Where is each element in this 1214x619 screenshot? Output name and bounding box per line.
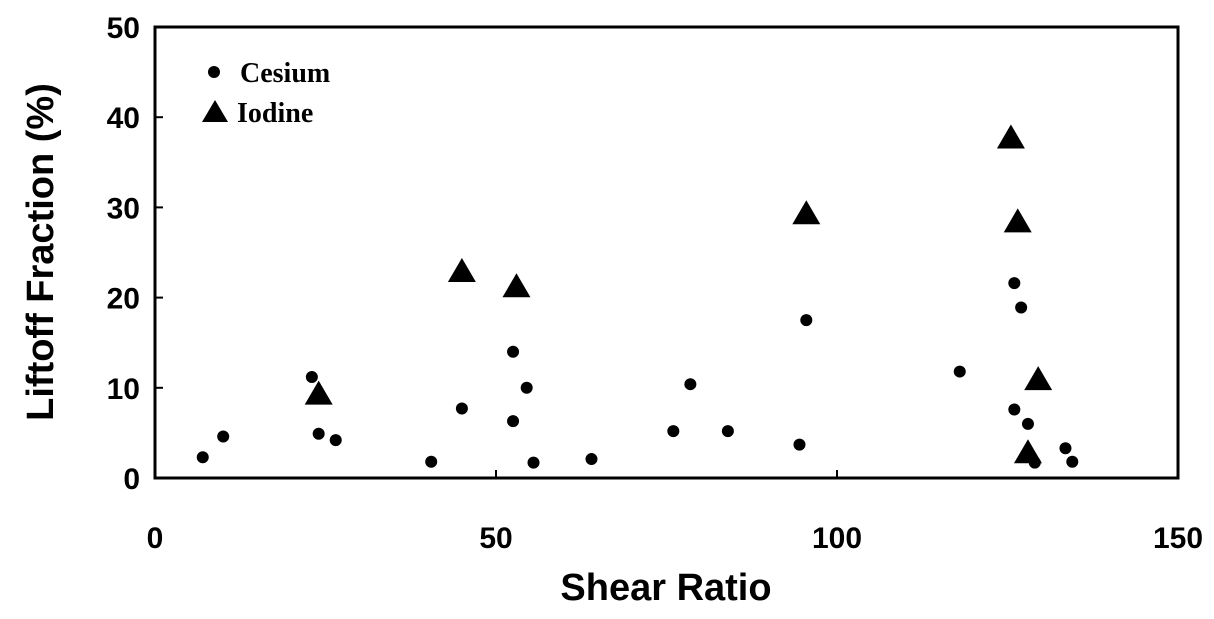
point-cesium (684, 378, 697, 391)
point-cesium (455, 402, 468, 415)
y-tick-label: 0 (123, 463, 140, 496)
point-iodine (304, 380, 333, 405)
legend-label-iodine: Iodine (237, 98, 313, 129)
point-cesium (527, 456, 540, 469)
y-tick-label: 20 (107, 283, 140, 316)
legend-label-cesium: Cesium (240, 58, 330, 89)
point-cesium (1059, 442, 1072, 455)
x-tick-label: 50 (479, 522, 512, 555)
point-cesium (1008, 277, 1021, 290)
data-points (196, 124, 1079, 469)
point-cesium (1008, 403, 1021, 416)
x-tick-label: 0 (147, 522, 164, 555)
plot-frame (153, 25, 1180, 480)
point-iodine (1024, 366, 1053, 391)
point-cesium (425, 455, 438, 468)
legend: Cesium Iodine (202, 58, 330, 129)
point-cesium (329, 434, 342, 447)
axis-ticks: 0 50 100 150 0 10 20 30 40 50 (107, 12, 1203, 555)
legend-marker-iodine (202, 100, 228, 122)
point-iodine (996, 124, 1025, 149)
point-cesium (305, 370, 318, 383)
point-cesium (507, 345, 520, 358)
y-axis-title: Liftoff Fraction (%) (20, 83, 62, 421)
point-cesium (1015, 301, 1028, 314)
point-cesium (196, 451, 209, 464)
point-cesium (667, 425, 680, 438)
y-tick-label: 10 (107, 373, 140, 406)
point-cesium (520, 381, 533, 394)
x-axis-title: Shear Ratio (560, 567, 771, 609)
x-tick-label: 150 (1153, 522, 1203, 555)
point-iodine (1003, 208, 1032, 233)
point-iodine (447, 257, 476, 282)
point-cesium (793, 438, 806, 451)
x-tick-label: 100 (812, 522, 862, 555)
legend-marker-cesium (208, 66, 220, 78)
point-cesium (1021, 417, 1034, 430)
point-cesium (312, 427, 325, 440)
point-cesium (721, 425, 734, 438)
point-iodine (792, 200, 821, 225)
point-iodine (1013, 439, 1042, 464)
y-tick-label: 30 (107, 192, 140, 225)
point-iodine (502, 273, 531, 298)
y-tick-label: 40 (107, 102, 140, 135)
point-cesium (953, 365, 966, 378)
point-cesium (507, 415, 520, 428)
y-tick-label: 50 (107, 12, 140, 45)
point-cesium (585, 453, 598, 466)
point-cesium (800, 314, 813, 327)
point-cesium (1066, 455, 1079, 468)
point-cesium (217, 430, 230, 443)
